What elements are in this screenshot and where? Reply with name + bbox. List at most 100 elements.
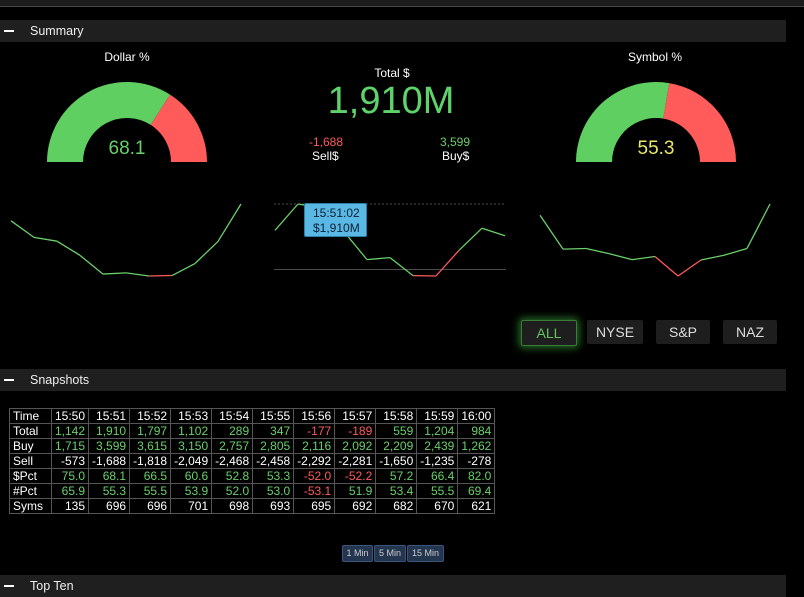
collapse-icon[interactable] <box>4 30 14 32</box>
table-cell: 60.6 <box>171 469 212 484</box>
table-cell: 2,209 <box>376 439 417 454</box>
table-cell: -53.1 <box>294 484 335 499</box>
table-cell: 698 <box>212 499 253 514</box>
dollar-sparkline-segment <box>57 241 80 255</box>
total-sparkline-segment <box>390 258 413 276</box>
table-cell: 66.4 <box>417 469 458 484</box>
table-cell: 1,142 <box>52 424 89 439</box>
table-cell: 2,805 <box>253 439 294 454</box>
sell-value: -1,688 <box>309 135 343 149</box>
total-sparkline-segment <box>459 228 482 250</box>
table-cell: -2,458 <box>253 454 294 469</box>
table-cell: 695 <box>294 499 335 514</box>
total-sparkline-segment <box>482 228 505 236</box>
dollar-sparkline-segment <box>126 273 149 276</box>
tooltip-time: 15:51:02 <box>313 206 366 221</box>
table-cell: 2,757 <box>212 439 253 454</box>
dollar-gauge-value: 68.1 <box>87 138 167 160</box>
top-toolbar <box>0 0 804 7</box>
symbol-sparkline-segment <box>540 215 563 249</box>
filter-all-button[interactable]: ALL <box>521 320 577 346</box>
table-cell: 52.0 <box>212 484 253 499</box>
filter-nyse-button[interactable]: NYSE <box>587 320 643 344</box>
table-cell: -52.0 <box>294 469 335 484</box>
row-label: Sell <box>10 454 52 469</box>
interval-5min-button[interactable]: 5 Min <box>374 545 406 562</box>
sell-label: Sell$ <box>312 149 339 163</box>
symbol-sparkline-segment <box>747 204 770 248</box>
table-cell: 15:54 <box>212 409 253 424</box>
table-cell: 53.9 <box>171 484 212 499</box>
table-cell: 53.3 <box>253 469 294 484</box>
table-cell: -189 <box>335 424 376 439</box>
symbol-sparkline-segment <box>563 248 586 249</box>
table-cell: 701 <box>171 499 212 514</box>
row-label: Total <box>10 424 52 439</box>
table-cell: 66.5 <box>130 469 171 484</box>
dollar-gauge-label: Dollar % <box>67 50 187 64</box>
symbol-sparkline <box>539 190 774 290</box>
summary-header[interactable]: Summary <box>0 20 786 42</box>
dollar-sparkline-segment <box>80 255 103 274</box>
filter-naz-button[interactable]: NAZ <box>723 320 777 344</box>
dollar-sparkline-segment <box>195 241 218 263</box>
table-cell: 15:59 <box>417 409 458 424</box>
table-cell: 53.4 <box>376 484 417 499</box>
interval-1min-button[interactable]: 1 Min <box>342 545 373 562</box>
table-cell: -177 <box>294 424 335 439</box>
table-cell: 670 <box>417 499 458 514</box>
row-label: Time <box>10 409 52 424</box>
dollar-sparkline-segment <box>103 273 126 274</box>
table-cell: 984 <box>458 424 495 439</box>
table-cell: 1,204 <box>417 424 458 439</box>
table-cell: 69.4 <box>458 484 495 499</box>
table-cell: 55.3 <box>89 484 130 499</box>
filter-sp-button[interactable]: S&P <box>656 320 710 344</box>
table-cell: -1,650 <box>376 454 417 469</box>
symbol-sparkline-segment <box>632 256 655 259</box>
table-cell: 696 <box>130 499 171 514</box>
table-cell: 1,910 <box>89 424 130 439</box>
row-label: Syms <box>10 499 52 514</box>
table-cell: 559 <box>376 424 417 439</box>
dollar-sparkline-segment <box>34 237 57 241</box>
total-sparkline-segment <box>275 204 298 230</box>
table-cell: 15:53 <box>171 409 212 424</box>
table-cell: 68.1 <box>89 469 130 484</box>
table-cell: 1,715 <box>52 439 89 454</box>
table-cell: 3,150 <box>171 439 212 454</box>
table-cell: 289 <box>212 424 253 439</box>
table-cell: 621 <box>458 499 495 514</box>
collapse-icon[interactable] <box>4 379 14 381</box>
table-cell: 347 <box>253 424 294 439</box>
table-cell: 15:52 <box>130 409 171 424</box>
table-cell: 3,615 <box>130 439 171 454</box>
table-cell: -2,049 <box>171 454 212 469</box>
topten-title: Top Ten <box>30 579 74 593</box>
table-cell: -278 <box>458 454 495 469</box>
table-cell: -1,235 <box>417 454 458 469</box>
table-cell: -1,818 <box>130 454 171 469</box>
buy-value: 3,599 <box>440 135 470 149</box>
total-sparkline-segment <box>436 250 459 276</box>
row-label: $Pct <box>10 469 52 484</box>
table-row: Sell-573-1,688-1,818-2,049-2,468-2,458-2… <box>10 454 495 469</box>
table-cell: 55.5 <box>130 484 171 499</box>
topten-header[interactable]: Top Ten <box>0 575 786 597</box>
interval-15min-button[interactable]: 15 Min <box>407 545 444 562</box>
table-cell: 82.0 <box>458 469 495 484</box>
table-cell: 15:57 <box>335 409 376 424</box>
table-cell: 75.0 <box>52 469 89 484</box>
row-label: Buy <box>10 439 52 454</box>
table-cell: 15:51 <box>89 409 130 424</box>
table-cell: 1,262 <box>458 439 495 454</box>
symbol-sparkline-segment <box>609 254 632 260</box>
table-cell: 2,092 <box>335 439 376 454</box>
table-cell: 682 <box>376 499 417 514</box>
snapshots-header[interactable]: Snapshots <box>0 369 786 391</box>
table-cell: 15:50 <box>52 409 89 424</box>
